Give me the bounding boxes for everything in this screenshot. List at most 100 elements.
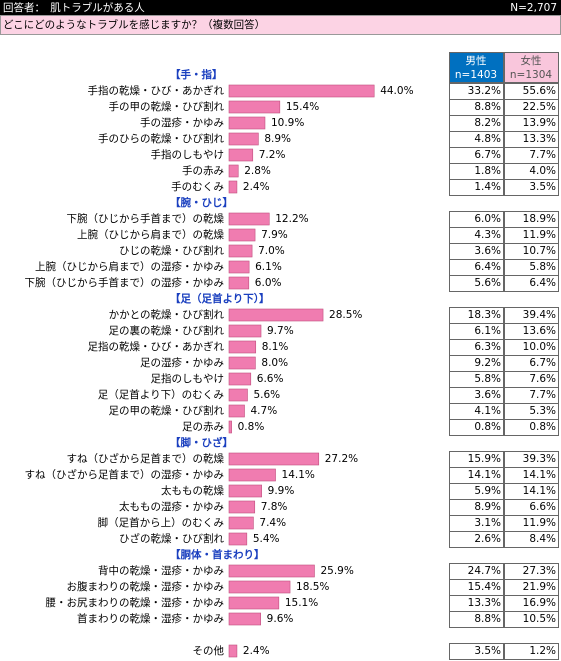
male-header: [449, 52, 504, 83]
female-value: 10.5%: [523, 613, 556, 625]
group-label: 【胴体・首まわり】: [170, 548, 265, 561]
female-value: 5.3%: [529, 405, 556, 417]
bar: [228, 580, 291, 594]
female-value: 18.9%: [523, 213, 556, 225]
value-label: 5.4%: [253, 533, 280, 545]
male-value: 5.9%: [474, 485, 501, 497]
male-value: 6.0%: [474, 213, 501, 225]
value-label: 10.9%: [271, 117, 304, 129]
bar: [228, 484, 262, 498]
value-label: 7.2%: [259, 149, 286, 161]
female-cell: [504, 643, 559, 660]
female-value: 1.2%: [529, 645, 556, 657]
female-value: 10.7%: [523, 245, 556, 257]
bar: [228, 516, 254, 530]
male-value: 13.3%: [468, 597, 501, 609]
bar: [228, 452, 320, 466]
value-label: 15.1%: [285, 597, 318, 609]
bar: [228, 372, 252, 386]
female-value: 11.9%: [523, 229, 556, 241]
group-label: 【手・指】: [170, 68, 223, 81]
item-label: 足指の乾燥・ひび・あかぎれ: [88, 340, 225, 353]
male-value: 9.2%: [474, 357, 501, 369]
male-value: 15.9%: [468, 453, 501, 465]
value-label: 8.1%: [262, 341, 289, 353]
value-label: 25.9%: [320, 565, 353, 577]
value-label: 2.4%: [243, 645, 270, 657]
female-cell: [504, 419, 559, 436]
value-label: 28.5%: [329, 309, 362, 321]
bar: [228, 164, 239, 178]
header-bar: [0, 0, 561, 15]
female-value: 21.9%: [523, 581, 556, 593]
bar: [228, 500, 256, 514]
item-label: ひじの乾燥・ひび割れ: [119, 244, 224, 257]
bar: [228, 308, 324, 322]
bar: [228, 644, 238, 658]
female-value: 5.8%: [529, 261, 556, 273]
value-label: 0.8%: [238, 421, 265, 433]
bar: [228, 132, 259, 146]
value-label: 4.7%: [251, 405, 278, 417]
item-label: 上腕（ひじから肩まで）の乾燥: [77, 228, 224, 241]
bar: [228, 532, 248, 546]
value-label: 9.6%: [267, 613, 294, 625]
male-value: 3.6%: [474, 389, 501, 401]
value-label: 14.1%: [282, 469, 315, 481]
male-value: 4.8%: [474, 133, 501, 145]
value-label: 9.9%: [268, 485, 295, 497]
item-label: その他: [193, 644, 225, 657]
bar: [228, 596, 280, 610]
female-value: 13.6%: [523, 325, 556, 337]
value-label: 27.2%: [325, 453, 358, 465]
female-value: 4.0%: [529, 165, 556, 177]
female-value: 39.4%: [523, 309, 556, 321]
item-label: 足の甲の乾燥・ひび割れ: [109, 404, 225, 417]
value-label: 7.8%: [261, 501, 288, 513]
male-cell: [449, 643, 504, 660]
female-cell: [504, 611, 559, 628]
male-value: 15.4%: [468, 581, 501, 593]
item-label: 太ももの乾燥: [161, 484, 224, 497]
value-label: 44.0%: [380, 85, 413, 97]
male-label: 男性: [466, 54, 487, 67]
male-value: 6.3%: [474, 341, 501, 353]
male-value: 1.8%: [474, 165, 501, 177]
value-label: 7.4%: [259, 517, 286, 529]
male-n: n=1403: [455, 69, 497, 81]
male-value: 4.1%: [474, 405, 501, 417]
sample-size: N=2,707: [510, 2, 557, 14]
male-value: 6.1%: [474, 325, 501, 337]
bar: [228, 356, 256, 370]
value-label: 2.4%: [243, 181, 270, 193]
male-value: 1.4%: [474, 181, 501, 193]
female-value: 27.3%: [523, 565, 556, 577]
female-value: 55.6%: [523, 85, 556, 97]
item-label: かかとの乾燥・ひび割れ: [109, 308, 225, 321]
value-label: 8.9%: [264, 133, 291, 145]
female-value: 14.1%: [523, 469, 556, 481]
item-label: 脚（足首から上）のむくみ: [98, 516, 224, 529]
male-value: 4.3%: [474, 229, 501, 241]
value-label: 9.7%: [267, 325, 294, 337]
bar: [228, 260, 250, 274]
item-label: 足（足首より下）のむくみ: [98, 388, 224, 401]
item-label: お腹まわりの乾燥・湿疹・かゆみ: [67, 580, 225, 593]
male-value: 5.8%: [474, 373, 501, 385]
female-value: 7.6%: [529, 373, 556, 385]
group-label: 【脚・ひざ】: [170, 436, 233, 449]
male-value: 8.9%: [474, 501, 501, 513]
female-value: 3.5%: [529, 181, 556, 193]
male-value: 24.7%: [468, 565, 501, 577]
bar: [228, 276, 250, 290]
bar: [228, 228, 256, 242]
male-value: 8.2%: [474, 117, 501, 129]
bar: [228, 324, 262, 338]
item-label: 上腕（ひじから肩まで）の湿疹・かゆみ: [35, 260, 224, 273]
item-label: 手の赤み: [182, 164, 224, 177]
female-cell: [504, 531, 559, 548]
value-label: 6.1%: [255, 261, 282, 273]
female-value: 11.9%: [523, 517, 556, 529]
bar: [228, 180, 238, 194]
bar: [228, 420, 232, 434]
